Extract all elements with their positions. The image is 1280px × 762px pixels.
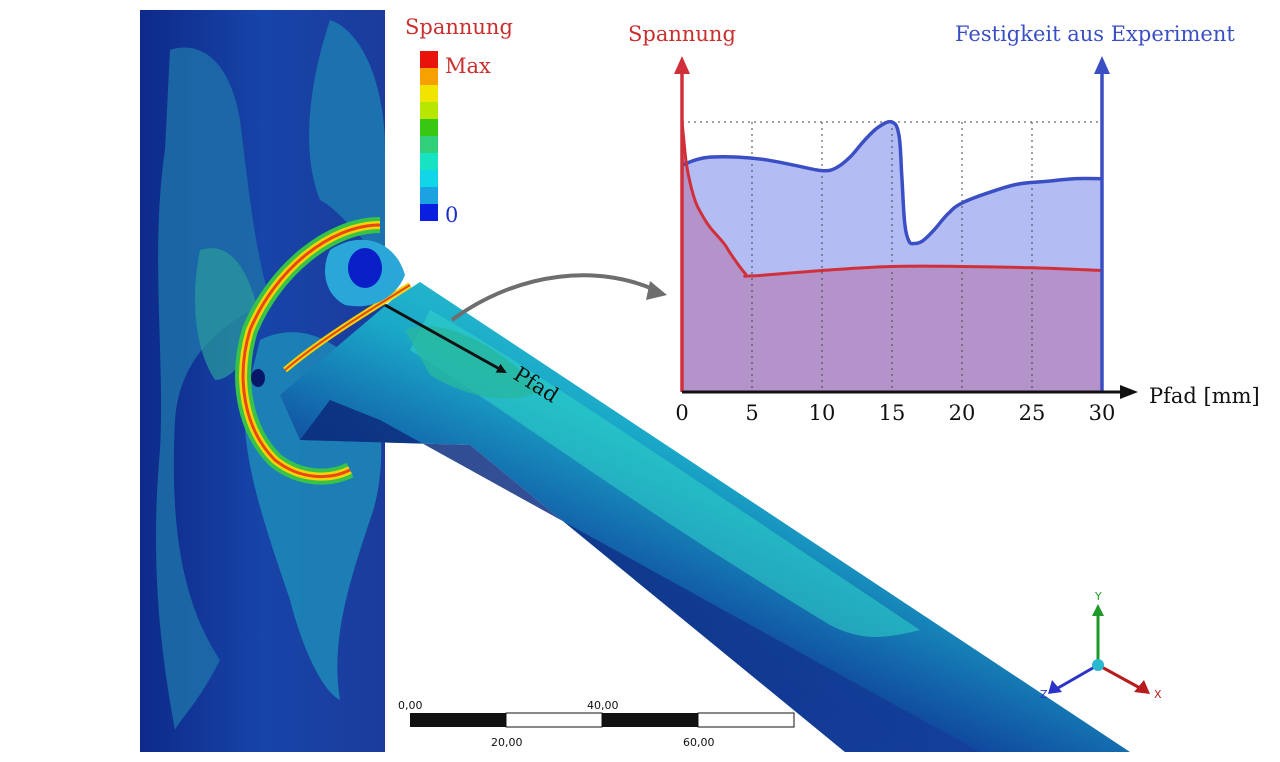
chart-series-lines (680, 119, 1103, 278)
legend-swatch (420, 51, 438, 68)
legend-swatch (420, 68, 438, 85)
plate-stress-lobe (309, 20, 385, 260)
x-tick-label: 0 (675, 401, 688, 425)
axis-triad: Y X Z (1040, 590, 1162, 701)
x-tick-label: 5 (745, 401, 758, 425)
gusset-hole (348, 248, 382, 288)
x-tick-label: 15 (879, 401, 906, 425)
path-arrow (384, 303, 507, 374)
weld-hotspot-line (284, 284, 411, 371)
legend-swatch (420, 119, 438, 136)
connector-arrow (450, 273, 667, 322)
plate-stress-lobe (155, 47, 270, 730)
left-axis-label: Spannung (628, 22, 736, 46)
x-tick-label: 10 (809, 401, 836, 425)
stress-path-chart: 0 5 10 15 20 25 30 Spannung Festigkeit aus Exp… (628, 22, 1260, 425)
x-tick-label: 30 (1089, 401, 1116, 425)
x-tick-labels: 0 5 10 15 20 25 30 (675, 401, 1115, 425)
x-axis-arrowhead (1120, 385, 1138, 399)
legend-swatch (420, 102, 438, 119)
right-axis-arrowhead (1094, 56, 1110, 74)
weld-hotspot-ring (241, 223, 381, 479)
left-axis-arrowhead (674, 56, 690, 74)
legend-max-label: Max (445, 54, 491, 78)
tube-shadow (300, 400, 980, 752)
x-tick-label: 20 (949, 401, 976, 425)
legend-swatch (420, 170, 438, 187)
scale-tick-0: 0,00 (398, 699, 423, 712)
scale-tick-20: 20,00 (491, 736, 523, 749)
legend-swatch (420, 187, 438, 204)
plate-small-hole (251, 369, 265, 387)
axis-z-label: Z (1040, 688, 1048, 701)
x-tick-label: 25 (1019, 401, 1046, 425)
legend-swatch (420, 153, 438, 170)
legend-title: Spannung (405, 15, 513, 39)
chart-axes (674, 56, 1138, 399)
axis-x-label: X (1154, 688, 1162, 701)
scale-tick-60: 60,00 (683, 736, 715, 749)
axis-y-label: Y (1094, 590, 1102, 603)
tube-path-zone (405, 326, 540, 399)
legend-min-label: 0 (445, 203, 458, 227)
scale-tick-40: 40,00 (587, 699, 619, 712)
x-axis-label: Pfad [mm] (1149, 384, 1260, 408)
right-axis-label: Festigkeit aus Experiment (955, 22, 1235, 46)
spannung-fill (682, 122, 1102, 392)
tube-highlight (410, 310, 920, 637)
legend-swatch (420, 136, 438, 153)
spannung-line (680, 121, 1103, 278)
legend-color-bar (420, 51, 438, 221)
fea-model: Pfad Spannung Max 0 0,00 40,00 20,00 60,… (140, 10, 1162, 752)
spannung-area (682, 122, 1102, 392)
festigkeit-line (681, 119, 1103, 246)
scale-bar: 0,00 40,00 20,00 60,00 (398, 699, 795, 749)
legend-swatch (420, 204, 438, 221)
legend-swatch (420, 85, 438, 102)
